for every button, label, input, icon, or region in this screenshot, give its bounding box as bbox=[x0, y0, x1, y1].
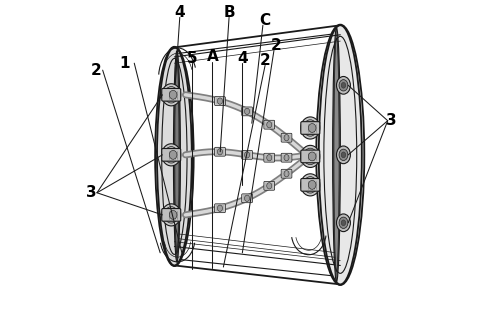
Ellipse shape bbox=[341, 82, 346, 88]
Ellipse shape bbox=[336, 76, 351, 94]
Ellipse shape bbox=[316, 25, 364, 285]
Text: 2: 2 bbox=[91, 63, 102, 78]
FancyBboxPatch shape bbox=[215, 147, 225, 156]
Ellipse shape bbox=[155, 47, 193, 266]
FancyBboxPatch shape bbox=[242, 150, 252, 159]
FancyBboxPatch shape bbox=[162, 88, 181, 101]
Text: A: A bbox=[206, 49, 218, 64]
Ellipse shape bbox=[245, 108, 249, 114]
FancyBboxPatch shape bbox=[162, 149, 181, 161]
Ellipse shape bbox=[339, 149, 348, 161]
Ellipse shape bbox=[284, 155, 289, 161]
FancyBboxPatch shape bbox=[281, 153, 292, 162]
Ellipse shape bbox=[308, 152, 316, 161]
FancyBboxPatch shape bbox=[301, 150, 320, 163]
Text: 3: 3 bbox=[86, 185, 97, 200]
Text: 4: 4 bbox=[237, 51, 247, 66]
Ellipse shape bbox=[245, 152, 249, 158]
Ellipse shape bbox=[267, 122, 272, 128]
Ellipse shape bbox=[308, 124, 316, 132]
Text: 2: 2 bbox=[260, 53, 271, 68]
Ellipse shape bbox=[164, 87, 178, 103]
Ellipse shape bbox=[303, 177, 317, 193]
Text: 5: 5 bbox=[187, 51, 197, 66]
Ellipse shape bbox=[301, 145, 320, 167]
Ellipse shape bbox=[301, 174, 320, 196]
FancyBboxPatch shape bbox=[162, 209, 181, 221]
FancyBboxPatch shape bbox=[215, 97, 225, 106]
Ellipse shape bbox=[339, 217, 348, 228]
FancyBboxPatch shape bbox=[301, 179, 320, 191]
Ellipse shape bbox=[169, 90, 177, 99]
Ellipse shape bbox=[332, 28, 340, 282]
Ellipse shape bbox=[301, 117, 320, 139]
Ellipse shape bbox=[162, 204, 181, 226]
FancyBboxPatch shape bbox=[301, 122, 320, 134]
Ellipse shape bbox=[164, 207, 178, 223]
Ellipse shape bbox=[334, 38, 339, 271]
Text: 2: 2 bbox=[271, 38, 282, 53]
Ellipse shape bbox=[157, 47, 192, 265]
FancyBboxPatch shape bbox=[242, 194, 252, 203]
Ellipse shape bbox=[175, 60, 179, 252]
FancyBboxPatch shape bbox=[281, 133, 292, 142]
Ellipse shape bbox=[245, 195, 249, 202]
Ellipse shape bbox=[303, 120, 317, 136]
Ellipse shape bbox=[169, 210, 177, 219]
Ellipse shape bbox=[284, 135, 289, 141]
Ellipse shape bbox=[218, 205, 222, 211]
Text: 4: 4 bbox=[174, 5, 185, 20]
Text: 3: 3 bbox=[386, 113, 397, 128]
Ellipse shape bbox=[284, 171, 289, 177]
Text: C: C bbox=[260, 13, 271, 28]
FancyBboxPatch shape bbox=[215, 204, 225, 213]
Ellipse shape bbox=[341, 220, 346, 226]
Ellipse shape bbox=[173, 51, 180, 262]
Ellipse shape bbox=[303, 148, 317, 165]
FancyBboxPatch shape bbox=[242, 107, 252, 116]
FancyBboxPatch shape bbox=[264, 153, 274, 162]
Ellipse shape bbox=[267, 155, 272, 161]
FancyBboxPatch shape bbox=[264, 120, 274, 129]
Ellipse shape bbox=[319, 25, 362, 284]
Text: B: B bbox=[223, 5, 235, 20]
Ellipse shape bbox=[164, 147, 178, 163]
FancyBboxPatch shape bbox=[281, 169, 292, 178]
Ellipse shape bbox=[267, 183, 272, 189]
Text: 1: 1 bbox=[119, 56, 130, 71]
Ellipse shape bbox=[162, 84, 181, 106]
Ellipse shape bbox=[218, 149, 222, 155]
Ellipse shape bbox=[218, 98, 222, 104]
Ellipse shape bbox=[336, 214, 351, 232]
Ellipse shape bbox=[162, 144, 181, 166]
Ellipse shape bbox=[336, 146, 351, 164]
FancyBboxPatch shape bbox=[264, 181, 274, 190]
Ellipse shape bbox=[341, 152, 346, 158]
Ellipse shape bbox=[308, 180, 316, 189]
Ellipse shape bbox=[169, 150, 177, 159]
Ellipse shape bbox=[339, 80, 348, 91]
